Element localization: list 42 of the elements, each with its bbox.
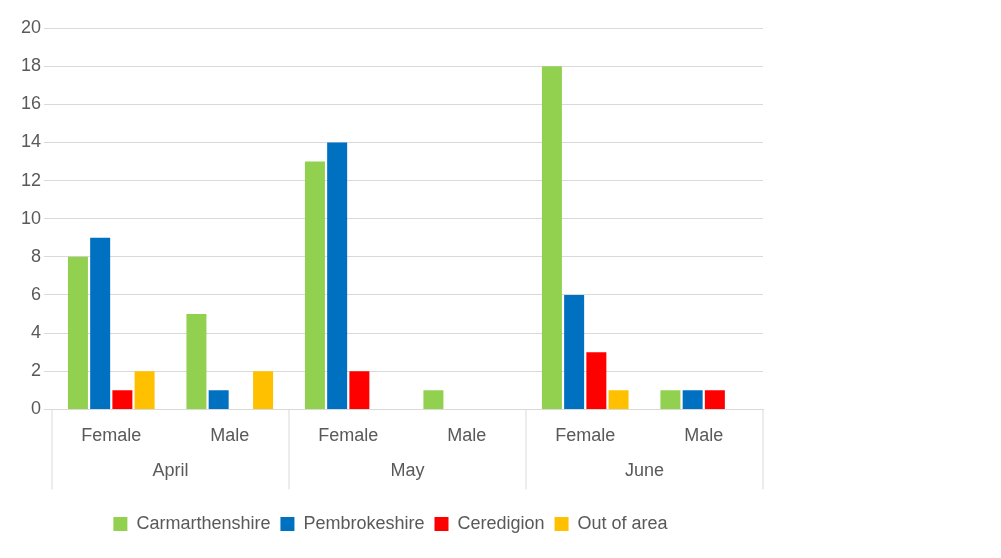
bar <box>186 314 207 409</box>
x-tick-label: Male <box>684 425 724 446</box>
y-tick-label: 0 <box>31 398 42 419</box>
x-tick-label: Male <box>447 425 487 446</box>
x-tick-label: Male <box>210 425 250 446</box>
text: April <box>152 460 189 481</box>
y-tick-label: 2 <box>31 360 42 381</box>
bar <box>682 390 703 409</box>
y-tick-label: 8 <box>31 245 42 266</box>
bar <box>208 390 229 409</box>
x-tick-label: Female <box>318 425 379 446</box>
bar <box>564 294 585 409</box>
x-tick-label: Female <box>81 425 142 446</box>
y-tick-label: 10 <box>20 207 42 228</box>
bar <box>541 66 562 409</box>
bar <box>327 142 348 409</box>
text: June <box>624 460 665 481</box>
y-tick-label: 20 <box>20 16 42 37</box>
y-tick-label: 18 <box>20 55 42 76</box>
text: May <box>390 460 425 481</box>
y-tick-label: 6 <box>31 283 42 304</box>
bar <box>349 371 370 409</box>
y-tick-label: 14 <box>20 131 42 152</box>
bar <box>134 371 155 409</box>
legend-label: Carmarthenshire <box>136 512 271 533</box>
x-tick-label: Female <box>555 425 616 446</box>
bar <box>704 390 725 409</box>
legend-label: Pembrokeshire <box>303 512 425 533</box>
bar <box>660 390 681 409</box>
y-tick-label: 4 <box>31 322 42 343</box>
legend-label: Out of area <box>577 512 669 533</box>
bar <box>90 237 111 409</box>
legend-label: Ceredigion <box>457 512 545 533</box>
bar <box>253 371 274 409</box>
bar <box>423 390 444 409</box>
bar <box>304 161 325 409</box>
bar <box>112 390 133 409</box>
bar <box>67 256 88 409</box>
bar <box>608 390 629 409</box>
bar <box>586 352 607 409</box>
y-tick-label: 16 <box>20 93 42 114</box>
y-tick-label: 12 <box>20 169 42 190</box>
